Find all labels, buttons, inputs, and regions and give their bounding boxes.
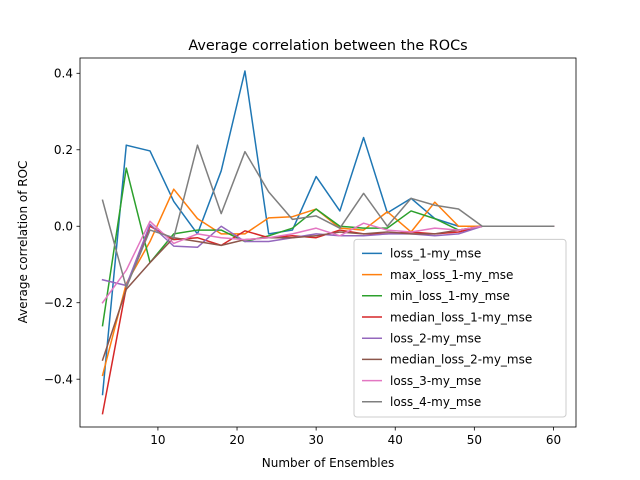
legend-label-2: max_loss_1-my_mse: [390, 268, 513, 282]
series-line-8: [101, 144, 555, 289]
x-tick-label: 30: [308, 433, 323, 447]
y-tick-label: 0.2: [54, 143, 73, 157]
x-tick-label: 10: [150, 433, 165, 447]
legend-label-8: loss_4-my_mse: [390, 395, 481, 409]
y-axis-ticks: −0.4 −0.2 0.0 0.2 0.4: [44, 67, 80, 387]
x-tick-label: 40: [388, 433, 403, 447]
legend: loss_1-my_mse max_loss_1-my_mse min_loss_1…: [353, 238, 567, 418]
legend-label-4: median_loss_1-my_mse: [390, 310, 532, 324]
x-tick-label: 20: [229, 433, 244, 447]
x-axis-label: Number of Ensembles: [262, 456, 395, 470]
y-tick-label: −0.2: [44, 296, 73, 310]
y-axis-label: Average correlation of ROC: [16, 161, 30, 324]
legend-label-6: median_loss_2-my_mse: [390, 353, 532, 367]
series-lines: [101, 70, 555, 415]
legend-label-1: loss_1-my_mse: [390, 247, 481, 261]
plot-frame: [79, 57, 577, 428]
legend-label-3: min_loss_1-my_mse: [390, 289, 510, 303]
legend-label-5: loss_2-my_mse: [390, 332, 481, 346]
y-tick-label: −0.4: [44, 373, 73, 387]
y-tick-label: 0.0: [54, 220, 73, 234]
legend-label-7: loss_3-my_mse: [390, 374, 481, 388]
x-axis-ticks: 10 20 30 40 50 60: [150, 427, 561, 447]
chart-title: Average correlation between the ROCs: [188, 38, 467, 54]
y-tick-label: 0.4: [54, 67, 73, 81]
legend-box: [353, 238, 567, 418]
x-tick-label: 50: [467, 433, 482, 447]
x-tick-label: 60: [546, 433, 561, 447]
series-line-7: [101, 220, 555, 304]
